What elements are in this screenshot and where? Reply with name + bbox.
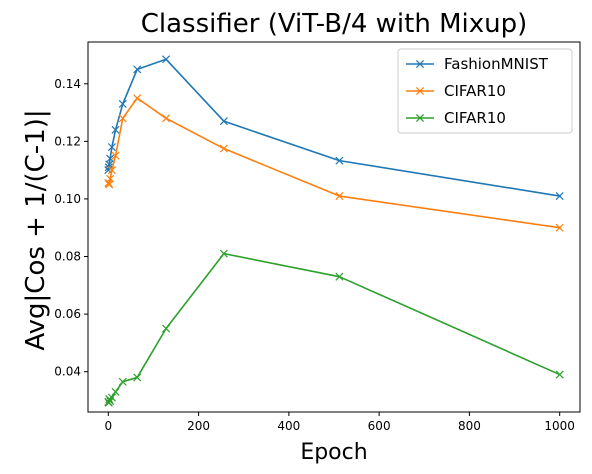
y-tick-label: 0.08 [54, 250, 81, 264]
data-point [118, 114, 127, 123]
data-point [104, 179, 113, 188]
data-point [555, 192, 564, 201]
data-point [118, 377, 127, 386]
data-point [219, 117, 228, 126]
legend-label: CIFAR10 [444, 82, 506, 100]
plot-frame [87, 41, 581, 413]
data-point [133, 373, 142, 382]
data-point [335, 272, 344, 281]
data-point [133, 65, 142, 74]
data-point [162, 324, 171, 333]
legend-entry: CIFAR10 [406, 109, 506, 127]
x-tick-label: 200 [187, 419, 210, 433]
legend-entry: FashionMNIST [406, 55, 549, 73]
plot-area: 0 200 400 600 800 1000 0.04 0.06 0.08 0.10 0.12 0.1… [54, 41, 581, 433]
legend-label: CIFAR10 [444, 109, 506, 127]
data-point [106, 174, 115, 183]
data-point [111, 125, 120, 134]
data-point [111, 151, 120, 160]
data-point [107, 393, 116, 402]
data-point [555, 223, 564, 232]
data-point [162, 55, 171, 64]
data-point [335, 192, 344, 201]
y-tick-label: 0.10 [54, 192, 81, 206]
x-tick-label: 0 [104, 419, 112, 433]
data-point [118, 99, 127, 108]
data-point [107, 143, 116, 152]
data-point [107, 166, 116, 175]
data-point [106, 154, 115, 163]
data-point [555, 370, 564, 379]
x-tick-label: 800 [458, 419, 481, 433]
legend-entry: CIFAR10 [406, 82, 506, 100]
data-point [162, 114, 171, 123]
data-point [219, 249, 228, 258]
data-point [111, 387, 120, 396]
x-tick-label: 1000 [544, 419, 575, 433]
y-tick-label: 0.06 [54, 307, 81, 321]
x-tick-label: 400 [277, 419, 300, 433]
data-point [335, 156, 344, 165]
data-point [219, 144, 228, 153]
x-tick-label: 600 [368, 419, 391, 433]
legend: FashionMNIST CIFAR10 CIFAR10 [397, 48, 573, 134]
series-line-3 [107, 252, 561, 404]
chart-title: Classifier (ViT-B/4 with Mixup) [141, 9, 527, 39]
legend-label: FashionMNIST [444, 55, 549, 73]
data-point [133, 94, 142, 103]
y-axis-label: Avg|Cos + 1/(C-1)| [21, 109, 51, 350]
legend-box [397, 48, 573, 134]
y-tick-label: 0.04 [54, 365, 81, 379]
x-axis-label: Epoch [300, 440, 367, 465]
y-tick-label: 0.12 [54, 134, 81, 148]
y-tick-label: 0.14 [54, 77, 81, 91]
